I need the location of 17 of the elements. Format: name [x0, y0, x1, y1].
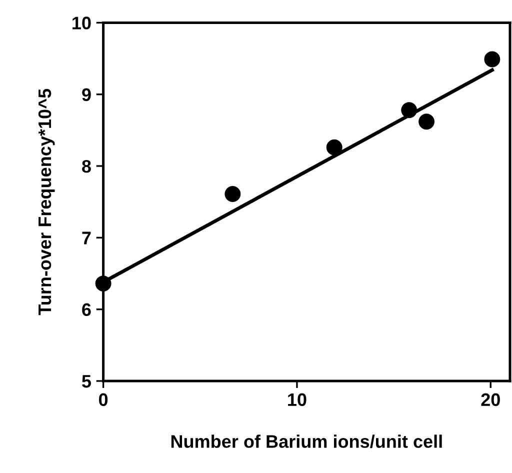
- point: [484, 51, 500, 68]
- y-tick-label: 8: [82, 160, 91, 173]
- y-tick-label: 7: [82, 232, 91, 244]
- point: [224, 186, 241, 202]
- y-tick-label: 10: [72, 16, 91, 30]
- x-tick-label: 0: [98, 393, 108, 406]
- y-tick-label: 6: [82, 303, 91, 316]
- x-tick-label: 10: [288, 393, 306, 406]
- point: [326, 139, 342, 156]
- point: [95, 276, 112, 292]
- y-tick-label: 5: [82, 375, 91, 388]
- y-axis-title: Turn-over Frequency*10^5: [38, 88, 55, 316]
- point: [401, 102, 418, 118]
- x-axis-title: Number of Barium ions/unit cell: [171, 434, 442, 448]
- x-tick-label: 20: [481, 393, 500, 406]
- y-tick-label: 9: [82, 88, 91, 102]
- point: [418, 114, 435, 130]
